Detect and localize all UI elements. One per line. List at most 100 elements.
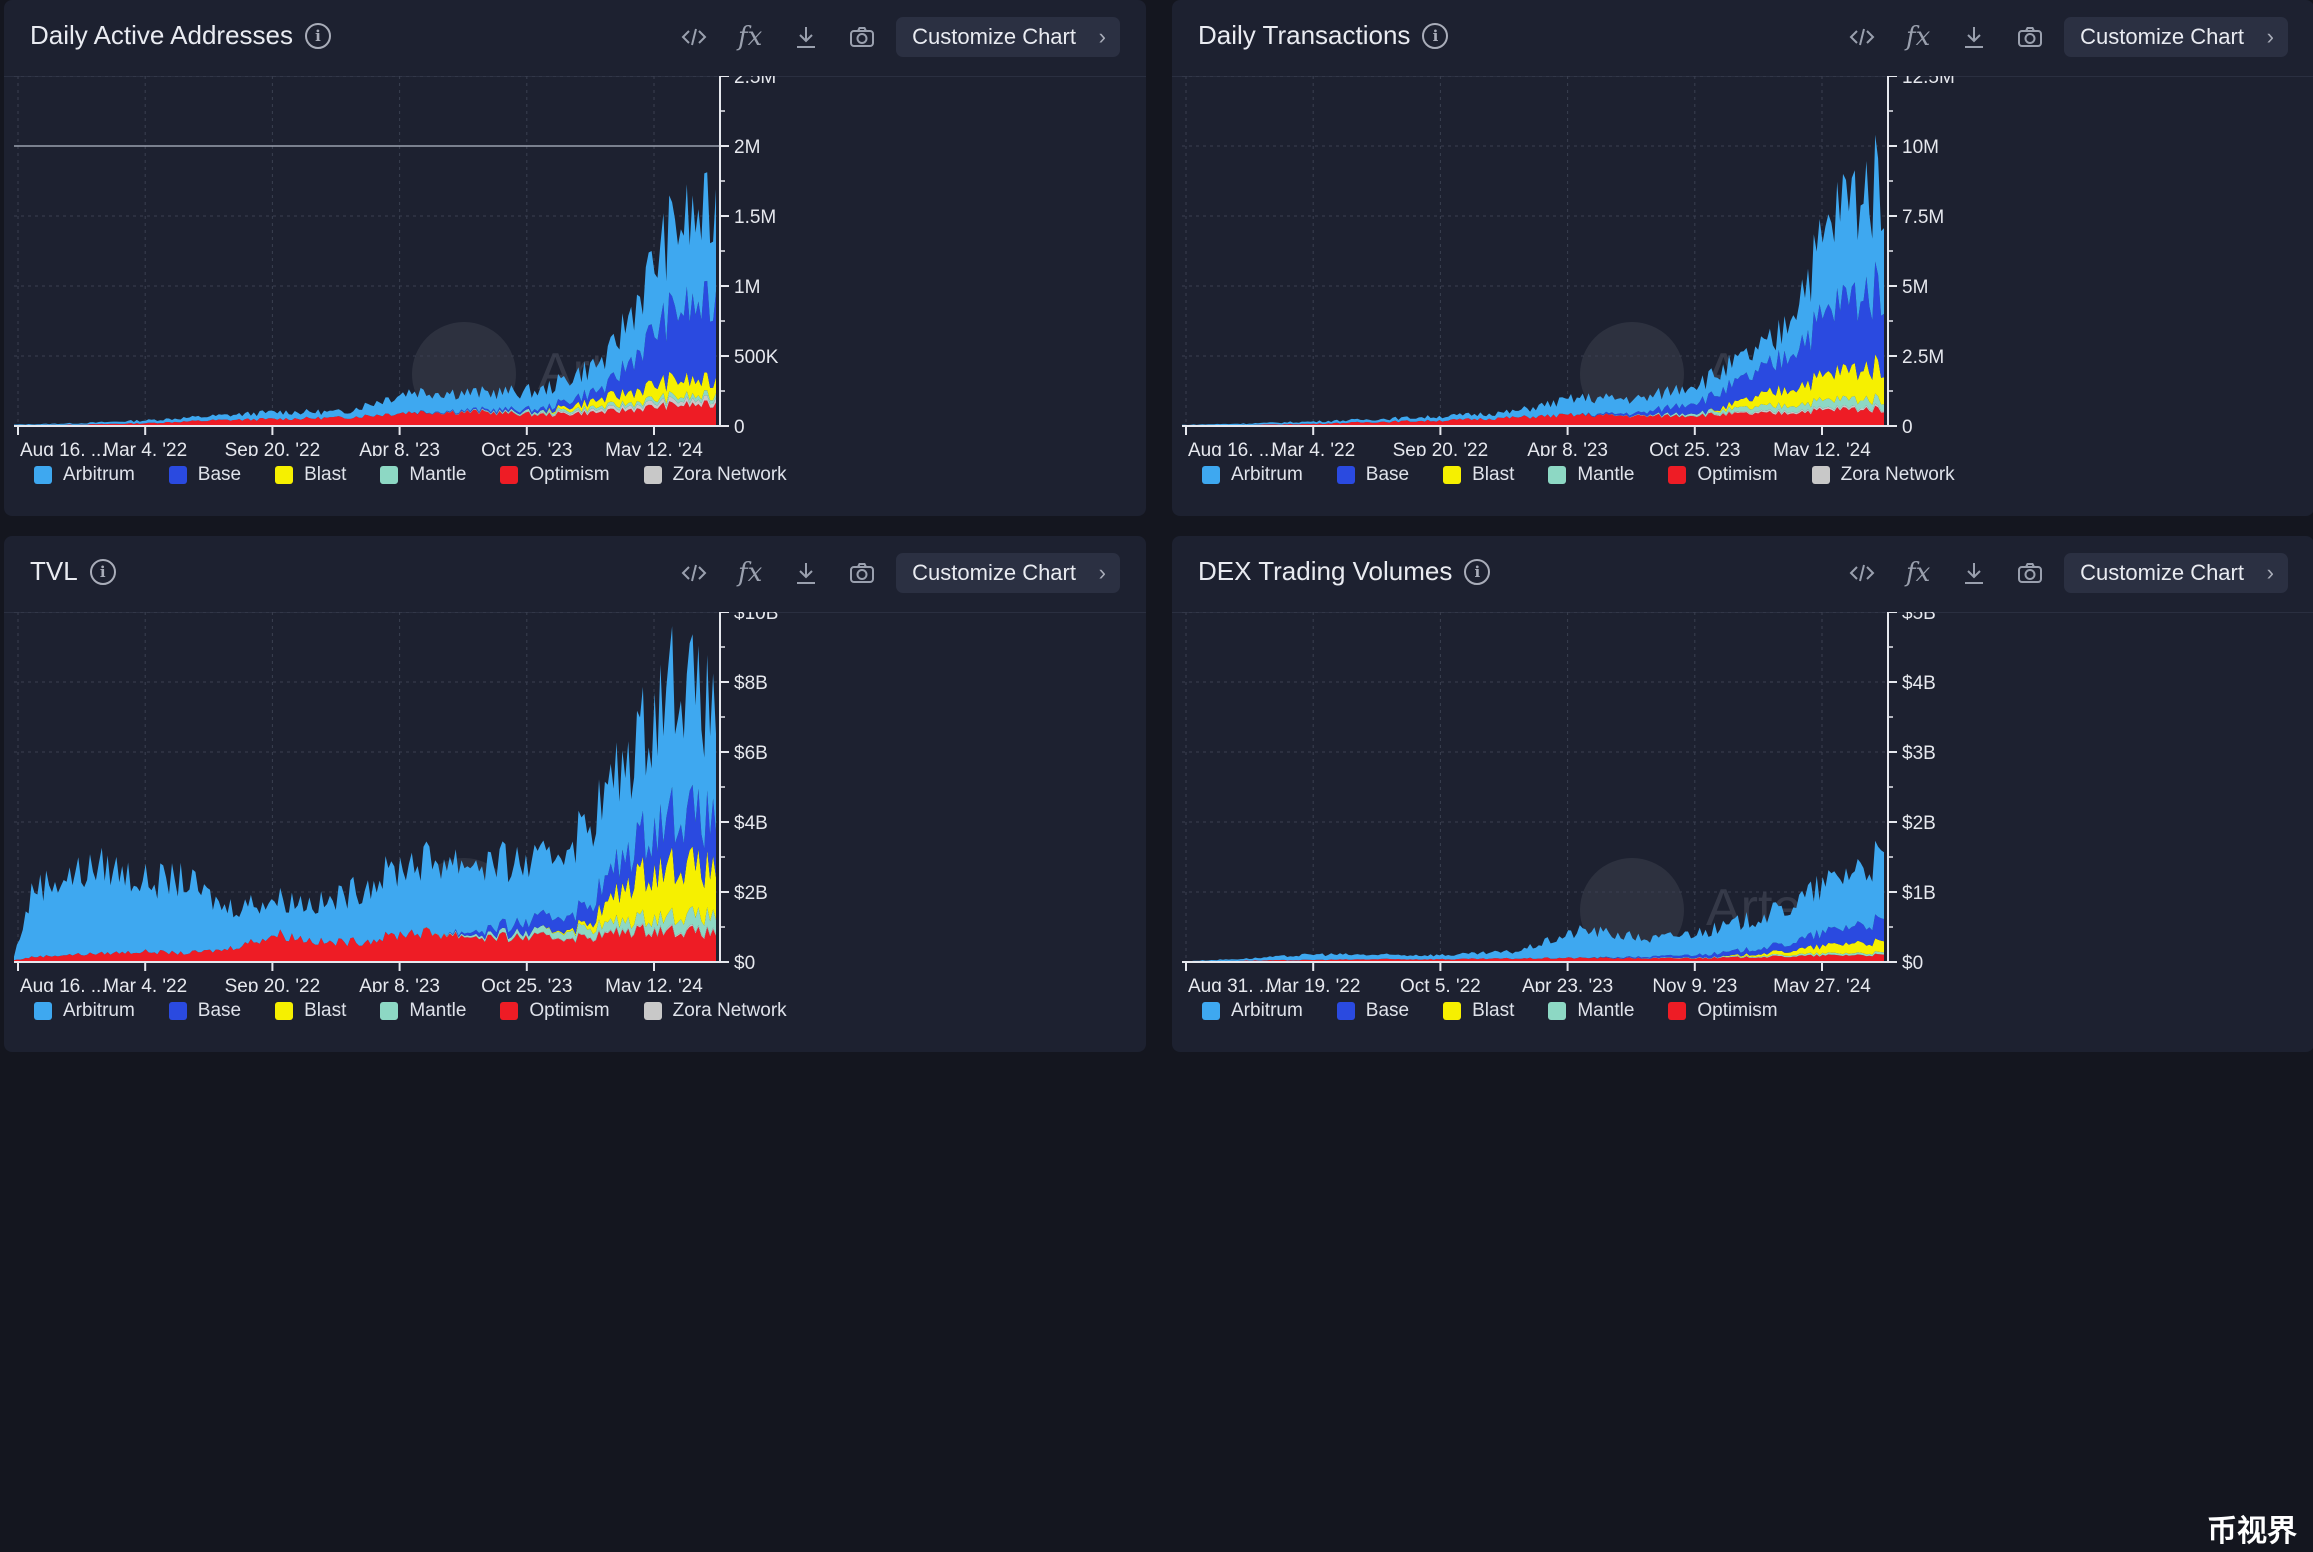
camera-icon[interactable] [840,551,884,595]
legend-swatch [1443,466,1462,484]
customize-chart-button[interactable]: Customize Chart › [2064,17,2288,57]
download-icon[interactable] [1952,15,1996,59]
legend-item[interactable]: Blast [1443,1000,1514,1022]
info-icon[interactable]: i [89,558,116,585]
legend-item[interactable]: Arbitrum [34,464,135,486]
legend-item[interactable]: Base [1336,464,1410,486]
x-tick-label: Aug 16, ... [20,440,107,456]
customize-chart-button[interactable]: Customize Chart › [896,17,1120,57]
embed-code-icon[interactable] [1840,15,1884,59]
download-icon[interactable] [784,551,828,595]
y-tick-label: $1B [1902,883,1936,904]
legend-item[interactable]: Mantle [380,464,466,486]
x-tick-label: Sep 20, '22 [225,976,321,992]
x-tick-label: Mar 19, '22 [1266,976,1360,992]
x-tick-label: May 12, '24 [605,440,703,456]
legend-swatch [500,466,519,484]
x-tick-label: Aug 16, ... [20,976,107,992]
legend-item[interactable]: Blast [275,464,346,486]
x-tick-label: Aug 16, ... [1188,440,1275,456]
x-tick-label: May 12, '24 [605,976,703,992]
formula-icon[interactable]: fx [738,22,763,52]
y-tick-label: 2.5M [1902,347,1944,368]
legend-label: Arbitrum [63,464,135,485]
formula-icon[interactable]: fx [738,558,763,588]
legend-item[interactable]: Optimism [500,1000,610,1022]
y-tick-label: 2.5M [734,76,776,88]
legend-item[interactable]: Base [168,1000,241,1022]
legend-item[interactable]: Zora Network [643,1000,787,1022]
legend-item[interactable]: Blast [1443,464,1514,486]
legend-item[interactable]: Arbitrum [34,1000,135,1022]
legend-item[interactable]: Optimism [1668,1000,1778,1022]
legend-item[interactable]: Optimism [500,464,610,486]
panel-header: Daily Active Addresses i fx Customize Ch… [4,0,1146,77]
corner-watermark-badge: 币视界 [2203,1506,2301,1550]
y-tick-label: 500K [734,347,779,368]
legend-swatch [380,466,399,484]
chart-daily-active-addresses: 0 500K 1M 1.5M 2M 2.5M Aug 16, ...Mar 4, '22 Se… [14,76,779,456]
legend-label: Arbitrum [1231,1000,1303,1021]
area-series-base [14,784,716,961]
embed-code-icon[interactable] [672,15,716,59]
legend-item[interactable]: Base [1336,1000,1409,1022]
info-icon[interactable]: i [305,22,332,49]
info-icon[interactable]: i [1464,558,1491,585]
legend-swatch [34,466,52,484]
customize-chart-button[interactable]: Customize Chart › [896,553,1120,593]
y-tick-label: $3B [1902,743,1936,764]
camera-icon[interactable] [2008,15,2052,59]
legend-item[interactable]: Zora Network [643,464,787,486]
formula-icon[interactable]: fx [1906,558,1931,588]
x-tick-label: Aug 31, ... [1188,976,1275,992]
x-tick-label: Sep 20, '22 [1393,440,1489,456]
area-series-optimism [14,924,716,962]
y-tick-label: $4B [1902,673,1936,694]
legend-item[interactable]: Blast [275,1000,346,1022]
formula-icon[interactable]: fx [1906,22,1931,52]
y-tick-label: $0 [734,953,755,974]
legend-item[interactable]: Arbitrum [1202,1000,1303,1022]
x-tick-label: Oct 25, '23 [481,440,572,456]
panel-title: DEX Trading Volumes [1198,556,1453,586]
x-tick-label: Apr 8, '23 [359,440,440,456]
legend-label: Base [1365,464,1410,485]
embed-code-icon[interactable] [1840,551,1884,595]
legend-item[interactable]: Base [168,464,241,486]
legend-item[interactable]: Zora Network [1811,464,1955,486]
y-tick-label: $2B [734,883,768,904]
panel-daily-transactions: Daily Transactions i fx Customize Chart ›… [1172,0,2313,516]
y-tick-label: $2B [1902,813,1936,834]
download-icon[interactable] [1952,551,1996,595]
legend-item[interactable]: Arbitrum [1202,464,1303,486]
x-tick-label: Apr 23, '23 [1522,976,1613,992]
panel-header: Daily Transactions i fx Customize Chart › [1172,0,2313,77]
camera-icon[interactable] [2008,551,2052,595]
legend-label: Blast [304,1000,347,1021]
legend-label: Blast [304,464,347,485]
legend-item[interactable]: Mantle [1548,1000,1634,1022]
legend-label: Mantle [1577,1000,1635,1021]
legend-item[interactable]: Mantle [380,1000,466,1022]
legend-label: Optimism [1697,464,1778,485]
embed-code-icon[interactable] [672,551,716,595]
panel-header: TVL i fx Customize Chart › [4,536,1146,613]
panel-title: TVL [30,556,78,586]
legend-item[interactable]: Optimism [1668,464,1778,486]
info-icon[interactable]: i [1422,22,1449,49]
y-tick-label: $0 [1902,953,1923,974]
x-tick-label: Oct 25, '23 [1649,440,1740,456]
download-icon[interactable] [784,15,828,59]
legend: Arbitrum Base Blast Mantle Optimism Zora Netw… [34,464,821,486]
y-tick-label: $8B [734,673,768,694]
chevron-right-icon: › [1098,560,1106,585]
legend-swatch [1548,466,1567,484]
panel-title: Daily Transactions [1198,20,1411,50]
chevron-right-icon: › [1098,24,1106,49]
panel-dex-trading-volumes: DEX Trading Volumes i fx Customize Chart… [1172,536,2313,1052]
y-tick-label: $6B [734,743,768,764]
legend-item[interactable]: Mantle [1548,464,1634,486]
customize-chart-button[interactable]: Customize Chart › [2064,553,2288,593]
camera-icon[interactable] [840,15,884,59]
y-tick-label: 7.5M [1902,207,1944,228]
